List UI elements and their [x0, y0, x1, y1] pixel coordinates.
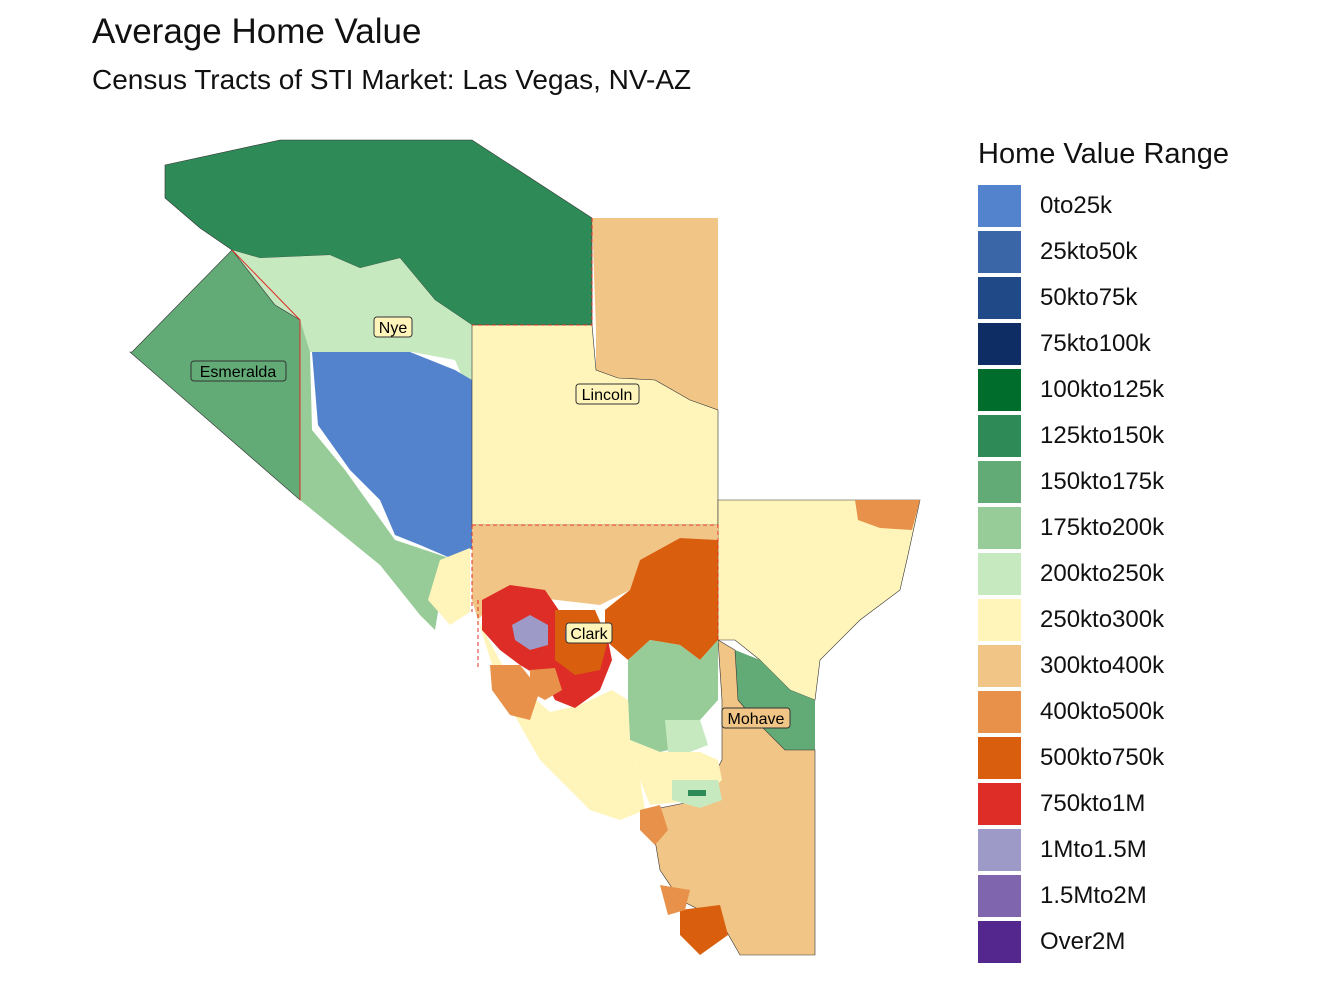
tract-clark-strip-dark [688, 790, 706, 796]
legend-swatch [978, 783, 1021, 825]
legend: Home Value Range 0to25k 25kto50k 50kto75k 7… [978, 138, 1229, 965]
legend-swatch [978, 829, 1021, 871]
legend-label: 150kto175k [1040, 468, 1165, 495]
county-label-esmeralda: Esmeralda [190, 360, 287, 382]
legend-item: 1Mto1.5M [978, 827, 1229, 873]
tract-lasvegas-purple [512, 615, 548, 650]
svg-text:Lincoln: Lincoln [582, 387, 633, 404]
legend-label: 250kto300k [1040, 606, 1165, 633]
tract-south-tip [660, 885, 690, 915]
tract-lincoln-ne [592, 218, 718, 410]
legend-label: 400kto500k [1040, 698, 1165, 725]
legend-item: 250kto300k [978, 597, 1229, 643]
legend-item: 25kto50k [978, 229, 1229, 275]
legend-item: 100kto125k [978, 367, 1229, 413]
legend-swatch [978, 323, 1021, 365]
map-title: Average Home Value [92, 12, 422, 51]
legend-swatch [978, 231, 1021, 273]
legend-item: 175kto200k [978, 505, 1229, 551]
tract-clark-sw [478, 620, 645, 820]
tract-nye-central [232, 250, 472, 400]
tract-mohave-ne [855, 500, 920, 530]
legend-swatch [978, 415, 1021, 457]
tract-lasvegas-south [490, 665, 540, 720]
tract-mohave-green [735, 650, 815, 750]
tract-clark-east [605, 538, 718, 660]
legend-label: 1.5Mto2M [1040, 882, 1147, 909]
legend-items: 0to25k 25kto50k 50kto75k 75kto100k 100kto125… [978, 183, 1229, 965]
svg-text:Clark: Clark [570, 626, 608, 643]
legend-swatch [978, 599, 1021, 641]
legend-swatch [978, 461, 1021, 503]
legend-swatch [978, 369, 1021, 411]
tract-clark-se-light [665, 720, 708, 752]
legend-label: 100kto125k [1040, 376, 1165, 403]
legend-item: 0to25k [978, 183, 1229, 229]
legend-item: Over2M [978, 919, 1229, 965]
legend-item: 75kto100k [978, 321, 1229, 367]
legend-label: 125kto150k [1040, 422, 1165, 449]
county-border-nye-lincoln [472, 218, 593, 326]
legend-swatch [978, 921, 1021, 963]
legend-swatch [978, 691, 1021, 733]
legend-swatch [978, 185, 1021, 227]
legend-label: 1Mto1.5M [1040, 836, 1147, 863]
legend-swatch [978, 507, 1021, 549]
county-label-mohave: Mohave [721, 707, 791, 729]
tract-lasvegas-south-2 [530, 668, 562, 700]
legend-label: Over2M [1040, 928, 1126, 955]
legend-item: 750kto1M [978, 781, 1229, 827]
legend-label: 750kto1M [1040, 790, 1146, 817]
legend-swatch [978, 277, 1021, 319]
svg-text:Mohave: Mohave [728, 711, 785, 728]
legend-item: 125kto150k [978, 413, 1229, 459]
county-label-lincoln: Lincoln [575, 383, 640, 405]
legend-item: 500kto750k [978, 735, 1229, 781]
tract-nye-southyellow [428, 548, 470, 625]
legend-item: 150kto175k [978, 459, 1229, 505]
legend-label: 200kto250k [1040, 560, 1165, 587]
county-border-esmeralda [231, 249, 301, 500]
legend-swatch [978, 875, 1021, 917]
legend-item: 50kto75k [978, 275, 1229, 321]
legend-label: 300kto400k [1040, 652, 1165, 679]
tract-mohave-main [717, 499, 921, 701]
legend-label: 500kto750k [1040, 744, 1165, 771]
legend-label: 0to25k [1040, 192, 1113, 219]
legend-swatch [978, 645, 1021, 687]
legend-item: 200kto250k [978, 551, 1229, 597]
legend-label: 75kto100k [1040, 330, 1151, 357]
tract-nye-south [300, 320, 470, 630]
svg-text:Esmeralda: Esmeralda [200, 364, 277, 381]
legend-item: 300kto400k [978, 643, 1229, 689]
legend-title: Home Value Range [978, 138, 1229, 170]
legend-swatch [978, 553, 1021, 595]
legend-label: 25kto50k [1040, 238, 1138, 265]
legend-item: 400kto500k [978, 689, 1229, 735]
county-border-clark [471, 524, 719, 670]
legend-item: 1.5Mto2M [978, 873, 1229, 919]
legend-swatch [978, 737, 1021, 779]
map-subtitle: Census Tracts of STI Market: Las Vegas, … [92, 64, 692, 95]
tract-south-orange [680, 905, 728, 955]
tract-nye-blue [312, 352, 472, 560]
legend-label: 50kto75k [1040, 284, 1138, 311]
tract-laughlin [640, 805, 668, 845]
svg-text:Nye: Nye [379, 320, 408, 337]
county-label-nye: Nye [373, 316, 413, 338]
county-label-clark: Clark [565, 622, 613, 644]
legend-label: 175kto200k [1040, 514, 1165, 541]
